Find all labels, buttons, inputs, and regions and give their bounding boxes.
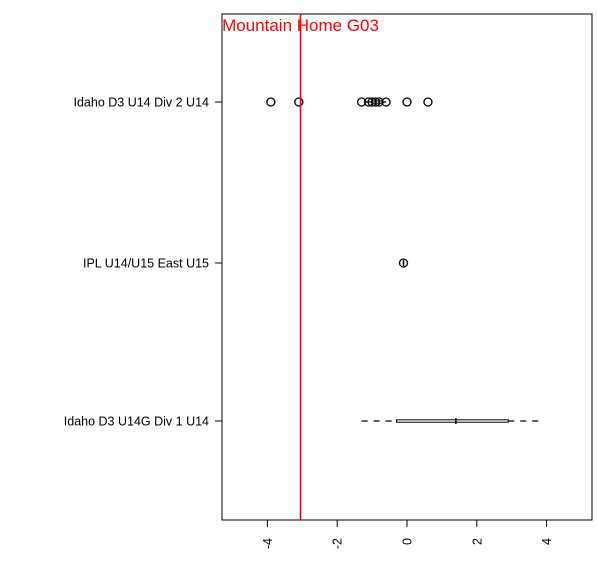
plot-area-frame	[221, 13, 593, 521]
category-label: Idaho D3 U14 Div 2 U14	[74, 96, 210, 110]
box	[371, 100, 384, 104]
x-tick-label: -2	[331, 538, 345, 549]
outlier-point	[363, 97, 374, 107]
y-axis: Idaho D3 U14 Div 2 U14 IPL U14/U15 East U…	[64, 96, 222, 429]
outlier-point	[374, 97, 384, 107]
outlier-point	[402, 97, 412, 107]
outlier-point	[367, 97, 377, 107]
x-tick-label: 4	[540, 538, 554, 545]
x-tick-label: 2	[470, 538, 484, 545]
outlier-point	[398, 258, 409, 268]
box-group	[361, 418, 544, 424]
box-layer	[266, 97, 544, 424]
box-group	[266, 97, 433, 107]
outlier-point	[381, 97, 391, 107]
category-label: Idaho D3 U14G Div 1 U14	[64, 415, 209, 429]
outlier-point	[294, 97, 304, 107]
outlier-point	[356, 97, 367, 107]
reference-line-label: Mountain Home G03	[222, 16, 379, 35]
outlier-point	[370, 97, 381, 107]
outlier-point	[266, 97, 276, 107]
reference-line-layer: Mountain Home G03	[222, 14, 379, 520]
x-tick-label: 0	[401, 538, 415, 545]
x-tick-label: -4	[261, 538, 275, 549]
x-axis: -4 -2 0 2 4	[261, 520, 554, 549]
box	[396, 419, 509, 423]
box-group	[398, 258, 409, 268]
outlier-point	[423, 97, 433, 107]
category-label: IPL U14/U15 East U15	[83, 257, 209, 271]
